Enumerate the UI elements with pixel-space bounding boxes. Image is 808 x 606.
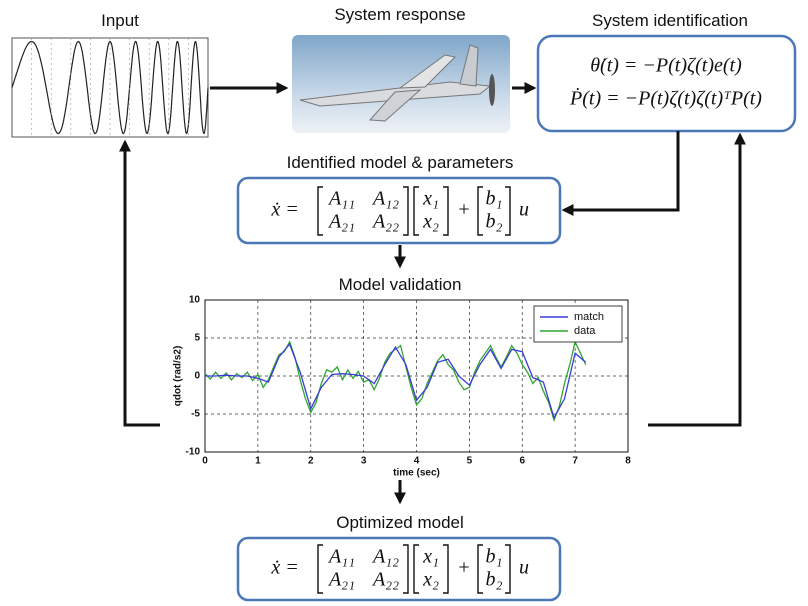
system-identification-label: System identification [592,11,748,30]
input-symbol: u [519,557,529,579]
bracket [403,544,409,594]
aircraft-photo [292,35,510,133]
vector-entry: b₁ [486,546,503,568]
validation-chart: 0 1 2 3 4 5 6 7 8 -10 -5 0 5 10 time (sec) qdot (rad/s2… [160,295,645,480]
legend-box [533,305,623,343]
bracket [477,544,483,594]
matrix-entry: A₂₂ [371,211,399,233]
legend-label: data [574,325,596,337]
input-grid [31,38,189,137]
input-symbol: u [519,199,529,221]
bracket [403,186,409,236]
bracket [317,544,323,594]
x-tick-label: 0 [202,456,208,467]
bracket [443,544,449,594]
matrix-entry: A₁₁ [327,546,355,568]
x-tick-label: 5 [467,456,473,467]
series-line [205,342,587,420]
vector-entry: x₂ [422,569,439,591]
bracket [317,186,323,236]
equation-lhs: ẋ = [270,199,298,221]
x-axis-label: time (sec) [393,468,440,479]
wing [398,54,457,89]
system-response-label: System response [334,5,465,24]
vector-entry: x₁ [422,546,439,568]
input-frame [11,37,209,138]
arrow [648,132,746,427]
x-tick-label: 7 [572,456,578,467]
arrow [561,131,680,216]
input-label: Input [101,11,139,30]
equation-lhs: ẋ = [270,557,298,579]
y-tick-label: -5 [191,409,200,420]
matrix-entry: A₂₁ [327,211,355,233]
y-tick-label: -10 [186,447,201,458]
bracket [477,186,483,236]
legend-label: match [574,311,604,323]
model-validation-label: Model validation [339,275,462,294]
vector-entry: x₂ [422,211,439,233]
bracket [505,186,511,236]
operator: + [458,557,469,579]
optimized-model-label: Optimized model [336,513,464,532]
vector-entry: b₂ [486,211,503,233]
identified-model-label: Identified model & parameters [287,153,514,172]
wing [368,89,422,122]
bracket [443,186,449,236]
y-axis-label: qdot (rad/s2) [173,346,184,407]
vector-entry: b₁ [486,188,503,210]
vector-entry: b₂ [486,569,503,591]
series-line [204,339,587,423]
arrow [119,139,160,427]
x-tick-label: 1 [255,456,261,467]
photo-background [292,35,510,133]
identification-box [536,34,797,133]
y-tick-label: 5 [194,333,200,344]
matrix-entry: A₂₁ [327,569,355,591]
matrix-entry: A₁₂ [371,188,399,210]
propeller [489,74,495,106]
x-tick-label: 8 [625,456,631,467]
tail [459,44,479,87]
x-tick-label: 2 [308,456,314,467]
input-plot [11,37,209,138]
x-tick-label: 6 [519,456,525,467]
x-tick-label: 4 [414,456,420,467]
matrix-entry: A₁₁ [327,188,355,210]
y-tick-label: 10 [189,295,201,306]
bracket [505,544,511,594]
input-signal [11,40,209,135]
x-tick-label: 3 [361,456,367,467]
equation: θ̇(t) = −P(t)ζ(t)e(t) [590,55,742,77]
bracket [413,544,419,594]
matrix-entry: A₂₂ [371,569,399,591]
matrix-entry: A₁₂ [371,546,399,568]
operator: + [458,199,469,221]
bracket [413,186,419,236]
equation: Ṗ(t) = −P(t)ζ(t)ζ(t)ᵀP(t) [569,87,762,110]
y-tick-label: 0 [194,371,200,382]
vector-entry: x₁ [422,188,439,210]
